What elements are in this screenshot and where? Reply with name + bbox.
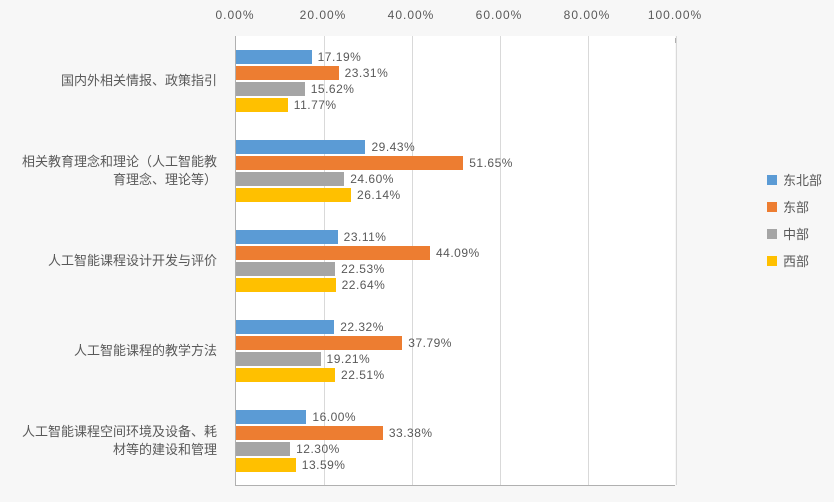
bar-value-label: 37.79% xyxy=(408,336,452,350)
bar-value-label: 51.65% xyxy=(469,156,513,170)
x-axis: 0.00%20.00%40.00%60.00%80.00%100.00% xyxy=(235,8,675,32)
bar xyxy=(236,140,365,154)
legend-label: 东部 xyxy=(783,197,809,216)
category-label: 人工智能课程的教学方法 xyxy=(0,342,217,360)
x-tick-label: 40.00% xyxy=(388,8,435,22)
bar-value-label: 44.09% xyxy=(436,246,480,260)
x-tick-label: 80.00% xyxy=(564,8,611,22)
legend-label: 中部 xyxy=(783,224,809,243)
legend-item: 东部 xyxy=(767,197,822,216)
bar-value-label: 29.43% xyxy=(371,140,415,154)
bar-value-label: 19.21% xyxy=(327,352,371,366)
bar xyxy=(236,426,383,440)
grid-line xyxy=(588,36,589,485)
x-tick-label: 20.00% xyxy=(300,8,347,22)
category-label: 人工智能课程空间环境及设备、耗材等的建设和管理 xyxy=(0,423,217,459)
bar xyxy=(236,442,290,456)
bar-value-label: 22.51% xyxy=(341,368,385,382)
chart-container: 0.00% 20.00% 40.00% 60.00% 80.00% 100.00% 17.… xyxy=(0,0,834,502)
bar xyxy=(236,352,321,366)
bar xyxy=(236,156,463,170)
bar xyxy=(236,230,338,244)
legend-swatch xyxy=(767,202,777,212)
category-label: 人工智能课程设计开发与评价 xyxy=(0,252,217,270)
x-tick-label: 60.00% xyxy=(476,8,523,22)
bar xyxy=(236,410,306,424)
bar-value-label: 12.30% xyxy=(296,442,340,456)
grid-line xyxy=(500,36,501,485)
bar xyxy=(236,458,296,472)
category-label: 国内外相关情报、政策指引 xyxy=(0,72,217,90)
bar-value-label: 13.59% xyxy=(302,458,346,472)
legend-swatch xyxy=(767,175,777,185)
x-tick-label: 100.00% xyxy=(648,8,702,22)
legend-item: 中部 xyxy=(767,224,822,243)
category-label: 相关教育理念和理论（人工智能教育理念、理论等） xyxy=(0,153,217,189)
bar-value-label: 22.64% xyxy=(342,278,386,292)
bar-value-label: 22.32% xyxy=(340,320,384,334)
bar xyxy=(236,246,430,260)
legend: 东北部东部中部西部 xyxy=(767,170,822,278)
x-tick-label: 0.00% xyxy=(215,8,254,22)
bar xyxy=(236,66,339,80)
bar xyxy=(236,98,288,112)
bar xyxy=(236,82,305,96)
bar-value-label: 17.19% xyxy=(318,50,362,64)
bar xyxy=(236,262,335,276)
bar-value-label: 11.77% xyxy=(294,98,337,112)
legend-label: 东北部 xyxy=(783,170,822,189)
bar-value-label: 26.14% xyxy=(357,188,401,202)
bar xyxy=(236,320,334,334)
grid-line xyxy=(676,36,677,485)
bar-value-label: 22.53% xyxy=(341,262,385,276)
bar-value-label: 16.00% xyxy=(312,410,356,424)
legend-swatch xyxy=(767,256,777,266)
legend-item: 东北部 xyxy=(767,170,822,189)
bar xyxy=(236,336,402,350)
bar xyxy=(236,50,312,64)
y-axis-labels: 国内外相关情报、政策指引相关教育理念和理论（人工智能教育理念、理论等） 人工智能课… xyxy=(0,36,225,486)
bar-value-label: 33.38% xyxy=(389,426,433,440)
legend-item: 西部 xyxy=(767,251,822,270)
bar xyxy=(236,172,344,186)
bar-value-label: 15.62% xyxy=(311,82,355,96)
bar-value-label: 24.60% xyxy=(350,172,394,186)
bar xyxy=(236,278,336,292)
bar xyxy=(236,188,351,202)
bar xyxy=(236,368,335,382)
legend-label: 西部 xyxy=(783,251,809,270)
plot-area: 17.19% 23.31% 15.62% 11.77% 29.43% 51.65% 24.6… xyxy=(235,36,675,486)
grid-line xyxy=(412,36,413,485)
bar-value-label: 23.31% xyxy=(345,66,389,80)
bar-value-label: 23.11% xyxy=(344,230,387,244)
legend-swatch xyxy=(767,229,777,239)
